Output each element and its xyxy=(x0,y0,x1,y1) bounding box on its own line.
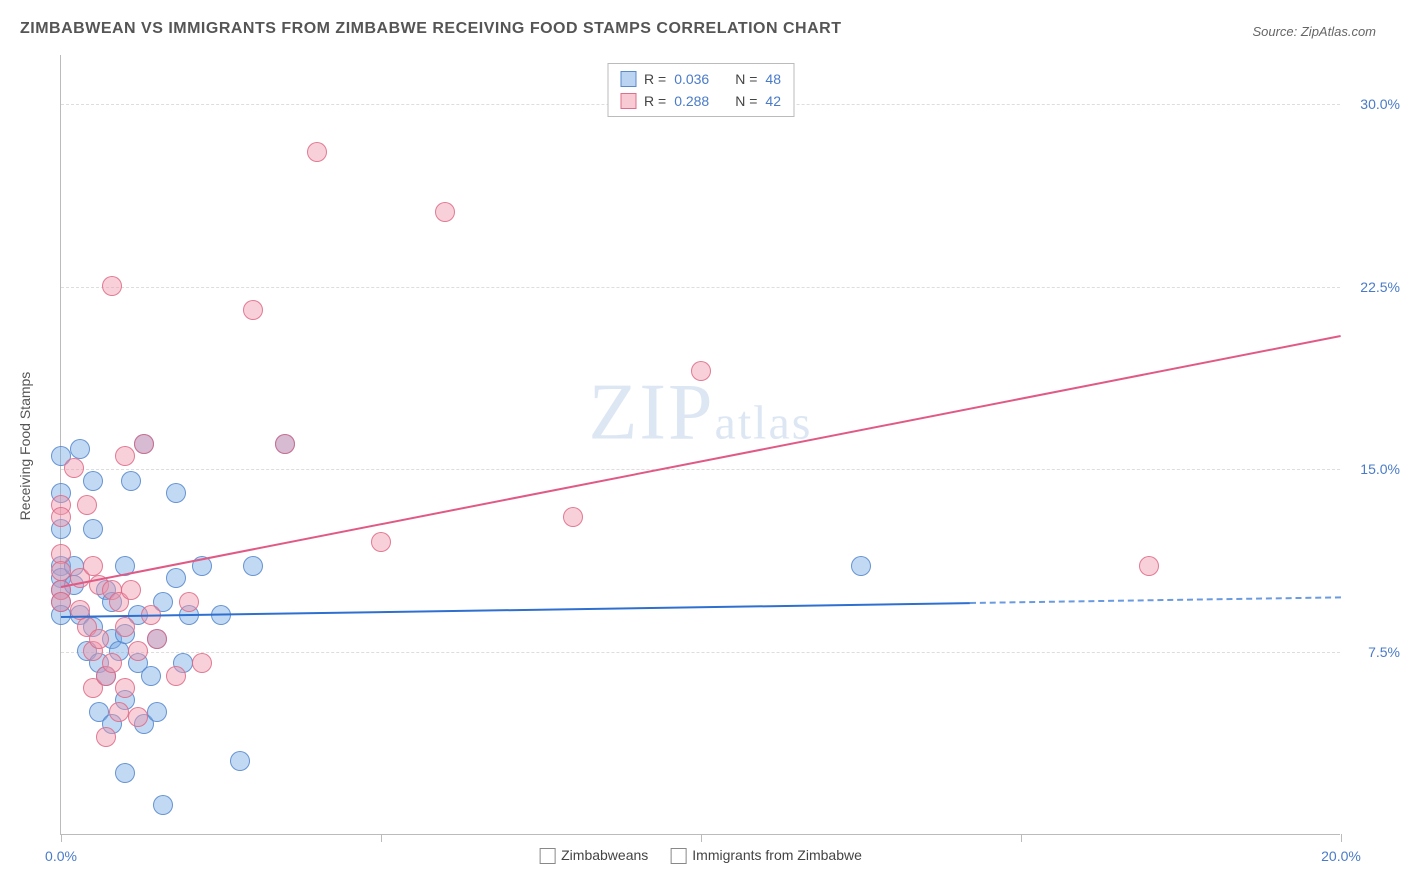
n-label: N = xyxy=(735,93,757,109)
y-tick-label: 30.0% xyxy=(1345,96,1400,112)
point-immigrants xyxy=(147,629,167,649)
x-tick-label: 20.0% xyxy=(1321,848,1361,864)
point-immigrants xyxy=(166,666,186,686)
legend-row: R = 0.036 N = 48 xyxy=(620,68,781,90)
y-axis-title: Receiving Food Stamps xyxy=(17,372,33,521)
point-immigrants xyxy=(109,702,129,722)
legend-item: Zimbabweans xyxy=(539,847,648,864)
legend-swatch xyxy=(539,848,555,864)
x-tick xyxy=(381,834,382,842)
point-immigrants xyxy=(115,678,135,698)
point-immigrants xyxy=(134,434,154,454)
point-immigrants xyxy=(51,592,71,612)
point-zimbabweans xyxy=(166,483,186,503)
point-immigrants xyxy=(128,707,148,727)
point-zimbabweans xyxy=(83,519,103,539)
point-zimbabweans xyxy=(121,471,141,491)
point-immigrants xyxy=(102,276,122,296)
point-immigrants xyxy=(275,434,295,454)
trend-line xyxy=(970,596,1341,604)
point-zimbabweans xyxy=(230,751,250,771)
point-immigrants xyxy=(435,202,455,222)
legend-swatch xyxy=(670,848,686,864)
point-zimbabweans xyxy=(70,439,90,459)
legend-item: Immigrants from Zimbabwe xyxy=(670,847,862,864)
point-zimbabweans xyxy=(851,556,871,576)
point-immigrants xyxy=(51,561,71,581)
point-zimbabweans xyxy=(153,795,173,815)
x-tick xyxy=(1021,834,1022,842)
source-attribution: Source: ZipAtlas.com xyxy=(1252,24,1376,39)
chart-plot-area: ZIPatlas R =0.036N =48R =0.288N =42 Zimb… xyxy=(60,55,1340,835)
x-tick xyxy=(1341,834,1342,842)
r-value: 0.036 xyxy=(674,71,709,87)
point-immigrants xyxy=(102,653,122,673)
r-label: R = xyxy=(644,93,666,109)
x-tick-label: 0.0% xyxy=(45,848,77,864)
point-zimbabweans xyxy=(166,568,186,588)
point-immigrants xyxy=(179,592,199,612)
series-legend: Zimbabweans Immigrants from Zimbabwe xyxy=(539,847,862,864)
n-value: 42 xyxy=(765,93,781,109)
point-zimbabweans xyxy=(115,763,135,783)
point-immigrants xyxy=(563,507,583,527)
point-immigrants xyxy=(115,617,135,637)
legend-label: Immigrants from Zimbabwe xyxy=(692,847,862,863)
y-tick-label: 15.0% xyxy=(1345,461,1400,477)
gridline xyxy=(61,287,1340,288)
legend-row: R = 0.288 N = 42 xyxy=(620,90,781,112)
point-zimbabweans xyxy=(83,471,103,491)
point-immigrants xyxy=(1139,556,1159,576)
r-label: R = xyxy=(644,71,666,87)
point-immigrants xyxy=(371,532,391,552)
point-zimbabweans xyxy=(147,702,167,722)
point-immigrants xyxy=(83,556,103,576)
point-immigrants xyxy=(307,142,327,162)
point-immigrants xyxy=(51,507,71,527)
point-immigrants xyxy=(243,300,263,320)
point-immigrants xyxy=(96,727,116,747)
n-label: N = xyxy=(735,71,757,87)
gridline xyxy=(61,469,1340,470)
point-zimbabweans xyxy=(141,666,161,686)
point-immigrants xyxy=(128,641,148,661)
legend-swatch xyxy=(620,71,636,87)
point-immigrants xyxy=(192,653,212,673)
chart-title: ZIMBABWEAN VS IMMIGRANTS FROM ZIMBABWE R… xyxy=(20,20,841,38)
gridline xyxy=(61,652,1340,653)
y-tick-label: 7.5% xyxy=(1345,644,1400,660)
y-tick-label: 22.5% xyxy=(1345,279,1400,295)
point-immigrants xyxy=(121,580,141,600)
correlation-legend: R = 0.036 N = 48 R = 0.288 N = 42 xyxy=(607,63,794,117)
legend-label: Zimbabweans xyxy=(561,847,648,863)
x-tick xyxy=(61,834,62,842)
point-immigrants xyxy=(691,361,711,381)
r-value: 0.288 xyxy=(674,93,709,109)
point-immigrants xyxy=(89,629,109,649)
point-immigrants xyxy=(64,458,84,478)
x-tick xyxy=(701,834,702,842)
legend-swatch xyxy=(620,93,636,109)
point-immigrants xyxy=(77,495,97,515)
n-value: 48 xyxy=(765,71,781,87)
point-immigrants xyxy=(115,446,135,466)
point-zimbabweans xyxy=(243,556,263,576)
